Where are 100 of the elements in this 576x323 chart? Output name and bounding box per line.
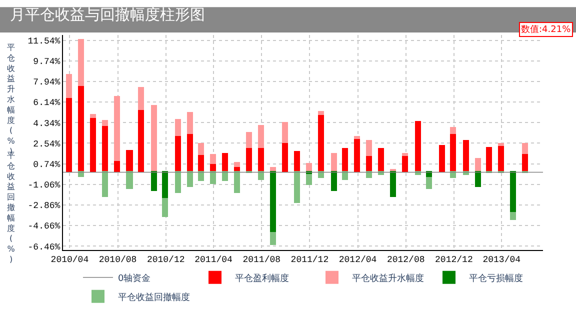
bar <box>402 153 408 156</box>
x-tick-label: 2010/12 <box>146 254 185 265</box>
bar <box>78 39 84 86</box>
bar <box>475 171 481 187</box>
bar <box>294 171 300 203</box>
bar <box>138 109 144 172</box>
text: 数值:4.21% <box>521 24 572 35</box>
bar <box>331 171 337 191</box>
bar <box>331 153 337 172</box>
x-tick-label: 2010/08 <box>98 254 137 265</box>
bar <box>450 127 456 134</box>
legend-label: 平仓盈利幅度 <box>235 272 289 284</box>
bar <box>66 74 72 98</box>
bar <box>354 138 360 172</box>
bar <box>210 154 216 164</box>
bar <box>378 148 384 172</box>
bar <box>66 97 72 172</box>
bar <box>270 232 276 245</box>
bar <box>450 133 456 172</box>
bar <box>175 171 181 193</box>
bar <box>162 171 168 199</box>
bar <box>282 142 288 172</box>
bar <box>90 117 96 172</box>
bar <box>486 147 492 172</box>
bar <box>306 174 312 185</box>
bar <box>187 171 193 187</box>
bar <box>342 171 348 180</box>
bar <box>126 171 133 189</box>
y-tick-label: 11.54% <box>28 36 61 46</box>
bar <box>318 114 324 172</box>
bar <box>258 125 264 148</box>
bar <box>90 114 96 118</box>
bar <box>439 145 445 172</box>
x-tick-label: 2013/04 <box>482 254 521 265</box>
bar <box>102 120 108 126</box>
bar <box>270 171 276 233</box>
y-tick-label: 7.94% <box>33 78 61 88</box>
bar <box>402 155 408 172</box>
chart-title: 月平仓收益与回撤幅度柱形图 <box>10 5 205 24</box>
bar <box>510 212 516 220</box>
bar <box>198 154 204 172</box>
bar <box>246 132 252 148</box>
bar <box>198 143 204 155</box>
bar <box>175 135 181 172</box>
x-tick-label: 2012/08 <box>386 254 425 265</box>
bar <box>318 171 324 178</box>
y-tick-label: -4.66% <box>28 222 61 232</box>
bar <box>102 171 108 197</box>
x-tick-label: 2010/04 <box>50 254 89 265</box>
x-tick-label: 2011/04 <box>194 254 232 265</box>
bar <box>522 143 528 154</box>
bar <box>222 153 228 172</box>
bar <box>258 147 264 172</box>
bar <box>318 111 324 115</box>
bar <box>78 171 84 177</box>
x-tick-label: 2012/12 <box>435 254 473 265</box>
bar <box>366 171 372 178</box>
bar <box>354 136 360 139</box>
bar <box>187 133 193 172</box>
y-tick-label: 6.14% <box>33 98 61 108</box>
bar <box>498 145 504 172</box>
bar <box>498 143 504 146</box>
bar <box>114 160 120 172</box>
bar <box>342 148 348 172</box>
bar <box>294 151 300 172</box>
legend-label: 平仓亏损幅度 <box>469 272 523 284</box>
y-tick-label: -2.86% <box>28 201 61 212</box>
bar <box>102 125 108 172</box>
bar <box>234 162 240 167</box>
bar <box>210 171 216 184</box>
y-tick-label: -6.46% <box>28 242 61 252</box>
y-tick-label: 0.74% <box>33 160 61 170</box>
bar <box>306 163 312 172</box>
bar <box>114 96 120 161</box>
bar <box>415 121 421 172</box>
bar <box>187 112 193 134</box>
x-tick-label: 2012/04 <box>338 254 377 265</box>
bar <box>162 198 168 217</box>
legend-label: 0轴资金 <box>118 272 151 284</box>
y-tick-label: -1.06% <box>28 180 61 191</box>
bar <box>126 150 133 172</box>
bar <box>426 177 432 189</box>
bar <box>475 158 481 172</box>
bar <box>258 171 264 180</box>
legend-label: 平仓收益回撤幅度 <box>118 292 190 303</box>
bar <box>246 147 252 172</box>
bar <box>138 87 144 110</box>
bar <box>234 171 240 193</box>
x-tick-label: 2011/12 <box>290 254 329 265</box>
bar <box>151 105 157 172</box>
bar <box>175 119 181 136</box>
bar <box>366 140 372 156</box>
legend-label: 平仓收益升水幅度 <box>352 272 424 284</box>
bar <box>151 171 157 191</box>
bar <box>390 171 396 197</box>
bar <box>463 140 469 172</box>
y-tick-label: 9.74% <box>33 57 61 67</box>
y-tick-label: 4.34% <box>33 118 61 129</box>
bar <box>222 171 228 181</box>
bar <box>198 171 204 181</box>
